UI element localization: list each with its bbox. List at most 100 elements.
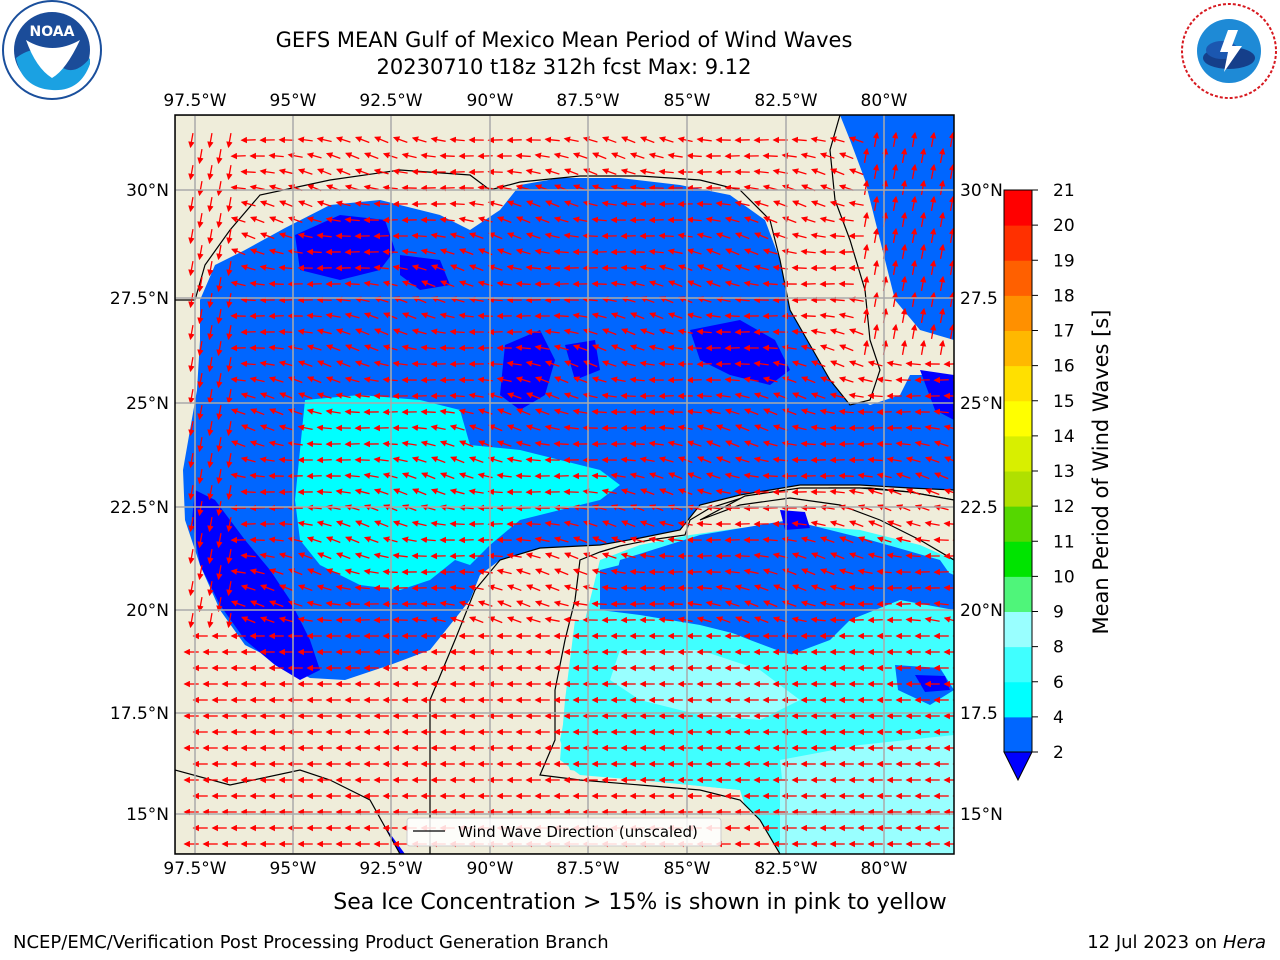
colorbar-segment — [1004, 471, 1032, 507]
wind-arrow — [754, 232, 769, 240]
wind-arrow — [401, 440, 417, 447]
wind-arrow — [715, 200, 731, 208]
wind-arrow — [231, 248, 246, 256]
wind-arrow — [943, 584, 954, 592]
lat-label-right: 22.5 — [960, 498, 998, 518]
colorbar-tick-label: 12 — [1053, 497, 1075, 517]
wind-arrow — [336, 168, 351, 176]
wind-arrow — [544, 136, 560, 144]
wind-arrow — [810, 136, 826, 143]
wind-arrow — [392, 168, 408, 175]
wind-arrow — [801, 376, 816, 384]
wind-arrow — [207, 452, 214, 469]
wind-arrow — [868, 520, 883, 528]
wind-arrow — [268, 152, 284, 160]
wind-arrow — [791, 264, 807, 272]
colorbar-tick-label: 2 — [1053, 743, 1064, 763]
wind-arrow — [658, 264, 674, 271]
wind-arrow — [583, 360, 598, 368]
wind-arrow — [829, 200, 845, 207]
wind-arrow — [781, 248, 797, 255]
wind-arrow — [197, 532, 204, 549]
colorbar-tick-label: 13 — [1053, 462, 1075, 482]
wind-arrow — [610, 184, 626, 191]
wind-arrow — [525, 360, 541, 367]
wind-arrow — [929, 227, 937, 244]
wind-arrow — [791, 168, 807, 175]
wind-arrow — [488, 232, 503, 240]
wind-arrow — [316, 392, 332, 399]
wind-arrow — [886, 360, 902, 367]
wind-arrow — [686, 440, 702, 447]
wind-arrow — [658, 328, 674, 335]
wind-arrow — [895, 440, 911, 448]
wind-arrow — [487, 200, 503, 207]
wind-arrow — [207, 484, 214, 501]
wind-arrow — [900, 339, 908, 356]
wind-arrow — [515, 344, 531, 352]
wind-arrow — [411, 360, 427, 368]
wind-arrow — [430, 136, 446, 143]
wind-arrow — [715, 232, 731, 239]
wind-arrow — [610, 376, 626, 383]
wind-arrow — [735, 424, 750, 432]
wind-arrow — [838, 472, 854, 480]
wind-arrow — [819, 344, 835, 351]
wind-arrow — [431, 456, 446, 464]
wind-arrow — [249, 440, 265, 447]
wind-arrow — [335, 296, 351, 304]
wind-arrow — [354, 296, 370, 303]
wind-arrow — [449, 488, 465, 495]
wind-arrow — [335, 200, 351, 207]
wind-arrow — [620, 200, 636, 208]
wind-arrow — [534, 408, 550, 415]
wind-arrow — [207, 356, 214, 373]
lat-label-left: 20°N — [126, 601, 169, 621]
colorbar-tick-label: 16 — [1053, 357, 1075, 377]
wind-arrow — [393, 488, 408, 496]
wind-arrow — [687, 280, 702, 288]
wind-arrow — [952, 440, 954, 447]
wind-arrow — [335, 328, 351, 335]
wind-arrow — [487, 296, 503, 304]
wind-arrow — [754, 424, 769, 432]
wind-arrow — [734, 456, 750, 463]
wind-arrow — [216, 500, 223, 517]
colorbar-tick-label: 18 — [1053, 286, 1075, 306]
wind-arrow — [363, 312, 379, 319]
colorbar-tick-label: 14 — [1053, 427, 1075, 447]
wind-arrow — [306, 312, 322, 320]
wind-arrow — [439, 312, 455, 319]
wind-arrow — [800, 152, 816, 159]
lat-label-right: 20°N — [960, 601, 1003, 621]
wind-arrow — [420, 344, 436, 352]
wind-arrow — [952, 472, 954, 479]
wind-arrow — [250, 216, 265, 224]
wind-arrow — [611, 344, 626, 352]
wind-arrow — [848, 136, 864, 143]
lat-label-right: 30°N — [960, 181, 1003, 201]
wind-arrow — [207, 388, 214, 405]
wind-arrow — [278, 424, 294, 431]
wind-arrow — [734, 360, 750, 368]
wind-arrow — [188, 420, 195, 437]
wind-arrow — [629, 376, 645, 384]
wind-arrow — [743, 440, 759, 447]
wind-arrow — [554, 376, 569, 384]
wind-arrow — [810, 520, 826, 527]
wind-arrow — [450, 264, 465, 272]
wind-arrow — [216, 148, 223, 165]
wind-arrow — [355, 520, 370, 528]
wind-arrow — [553, 248, 569, 256]
wind-arrow — [430, 424, 446, 431]
wind-arrow — [363, 472, 379, 479]
wind-arrow — [534, 248, 550, 255]
wind-arrow — [772, 424, 788, 431]
wind-arrow — [297, 232, 313, 239]
wind-arrow — [629, 280, 645, 287]
wind-arrow — [506, 200, 522, 207]
wind-arrow — [420, 600, 436, 608]
wind-arrow — [240, 456, 256, 463]
wind-arrow — [601, 168, 617, 176]
wind-arrow — [919, 339, 927, 356]
